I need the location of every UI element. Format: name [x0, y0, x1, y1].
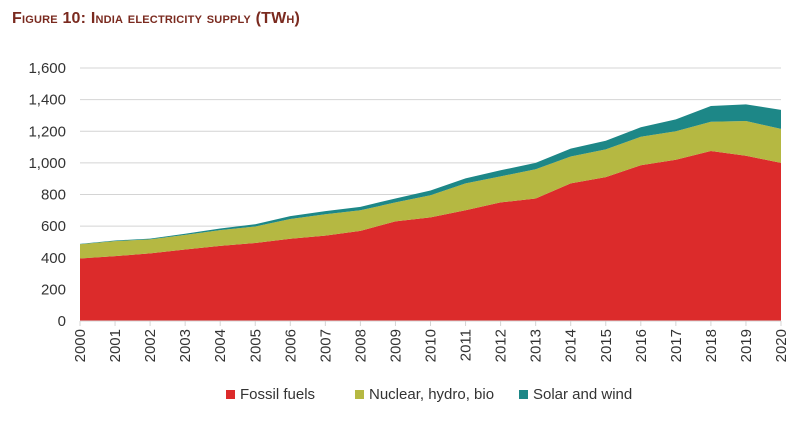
legend-label-2: Solar and wind	[533, 386, 632, 403]
x-tick-label: 2017	[668, 329, 685, 362]
x-tick-label: 2020	[773, 329, 790, 362]
area-series-1	[80, 120, 781, 259]
y-tick-label: 200	[41, 281, 66, 298]
x-tick-label: 2018	[703, 329, 720, 362]
y-axis-labels: 0 200 400 600 800 1,000 1,200 1,400 1,600	[28, 60, 66, 330]
legend-swatch-2	[519, 390, 528, 399]
y-tick-label: 600	[41, 218, 66, 235]
x-tick-label: 2012	[493, 329, 510, 362]
x-axis-labels: 2000 2001 2002 2003 2004 2005 2006 2007 2008 2009…	[72, 329, 790, 362]
x-tick-label: 2014	[563, 329, 580, 362]
y-tick-label: 1,400	[28, 92, 66, 109]
x-tick-label: 2003	[177, 329, 194, 362]
x-tick-label: 2013	[528, 329, 545, 362]
x-tick-label: 2000	[72, 329, 89, 362]
x-tick-label: 2010	[423, 329, 440, 362]
x-tick-label: 2009	[387, 329, 404, 362]
y-tick-label: 800	[41, 187, 66, 204]
area-series-0	[80, 151, 781, 321]
x-tick-label: 2011	[458, 329, 475, 361]
x-tick-label: 2007	[317, 329, 334, 362]
x-tick-label: 2005	[247, 329, 264, 362]
series-areas	[80, 104, 781, 321]
x-tick-label: 2019	[738, 329, 755, 362]
y-tick-label: 400	[41, 250, 66, 267]
legend-label-0: Fossil fuels	[240, 386, 315, 403]
x-tick-label: 2015	[598, 329, 615, 362]
y-tick-label: 1,000	[28, 155, 66, 172]
y-tick-label: 1,200	[28, 123, 66, 140]
y-tick-label: 0	[58, 313, 66, 330]
legend-label-1: Nuclear, hydro, bio	[369, 386, 494, 403]
legend: Fossil fuels Nuclear, hydro, bio Solar and…	[226, 386, 632, 403]
area-series-2	[80, 104, 781, 245]
x-tick-label: 2002	[142, 329, 159, 362]
x-tick-label: 2001	[107, 329, 124, 362]
x-tick-label: 2016	[633, 329, 650, 362]
x-tick-label: 2004	[212, 329, 229, 362]
chart-title: Figure 10: India electricity supply (TWh…	[12, 10, 301, 27]
legend-swatch-0	[226, 390, 235, 399]
axes	[79, 320, 782, 326]
x-tick-label: 2008	[352, 329, 369, 362]
y-tick-label: 1,600	[28, 60, 66, 77]
x-tick-label: 2006	[282, 329, 299, 362]
legend-swatch-1	[355, 390, 364, 399]
